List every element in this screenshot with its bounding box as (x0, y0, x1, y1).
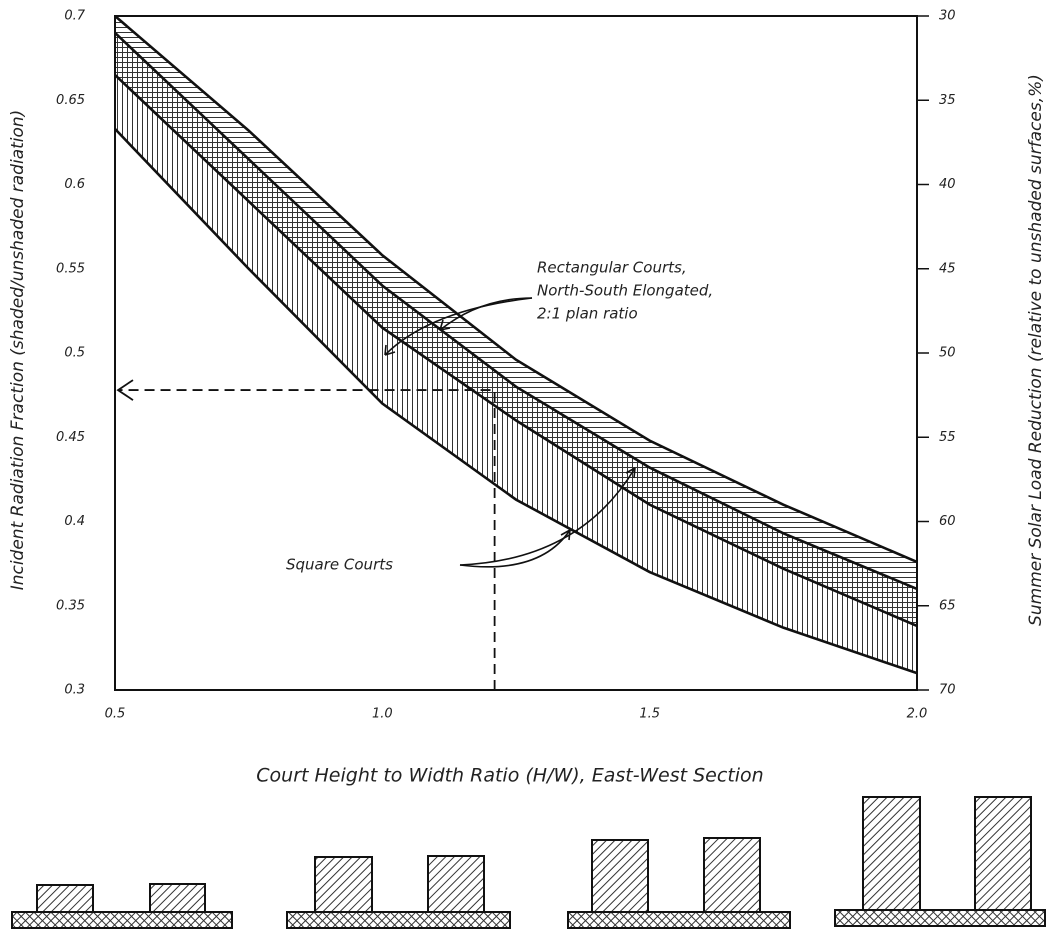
annotation-arrows (384, 297, 636, 568)
y2-tick-label: 65 (939, 598, 956, 613)
y2-tick-label: 30 (939, 9, 956, 24)
y-tick-label: 0.7 (64, 9, 85, 24)
band-fill (115, 16, 917, 626)
band-label: Square Courts (286, 556, 393, 574)
y2-tick-label: 50 (939, 346, 956, 361)
y2-tick-label: 55 (939, 430, 956, 445)
y2-axis-title: Summer Solar Load Reduction (relative to… (1026, 74, 1046, 626)
y-tick-label: 0.65 (56, 93, 85, 108)
band-edge (114, 15, 918, 564)
band-label: North-South Elongated, (537, 282, 713, 300)
band-label: 2:1 plan ratio (537, 305, 638, 323)
y2-tick-label: 45 (939, 261, 956, 276)
y-tick-label: 0.6 (64, 177, 85, 192)
guide-arrow (116, 379, 134, 401)
x-tick-label: 0.5 (105, 707, 126, 722)
guide-line (119, 389, 496, 690)
y2-tick-label: 70 (939, 683, 956, 698)
x-tick-label: 2.0 (907, 707, 928, 722)
sections (11, 796, 1046, 929)
x-tick-label: 1.5 (639, 707, 660, 722)
y-tick-label: 0.3 (64, 683, 85, 698)
x-tick-label: 1.0 (372, 707, 393, 722)
y2-tick-label: 35 (939, 93, 956, 108)
band-edge (114, 31, 918, 591)
y-tick-label: 0.55 (56, 261, 85, 276)
y-axis-title: Incident Radiation Fraction (shaded/unsh… (8, 110, 28, 591)
band-fill (115, 32, 917, 674)
band-label: Rectangular Courts, (537, 259, 687, 277)
y-tick-label: 0.45 (56, 430, 85, 445)
y2-tick-label: 60 (939, 514, 956, 529)
y2-tick-label: 40 (939, 177, 956, 192)
band-edge (114, 74, 918, 628)
plot-frame (114, 15, 918, 691)
y-tick-label: 0.35 (56, 598, 85, 613)
y-tick-label: 0.4 (64, 514, 85, 529)
band-edge (114, 127, 918, 675)
y-tick-label: 0.5 (64, 346, 85, 361)
x-axis-title: Court Height to Width Ratio (H/W), East-… (256, 765, 763, 787)
